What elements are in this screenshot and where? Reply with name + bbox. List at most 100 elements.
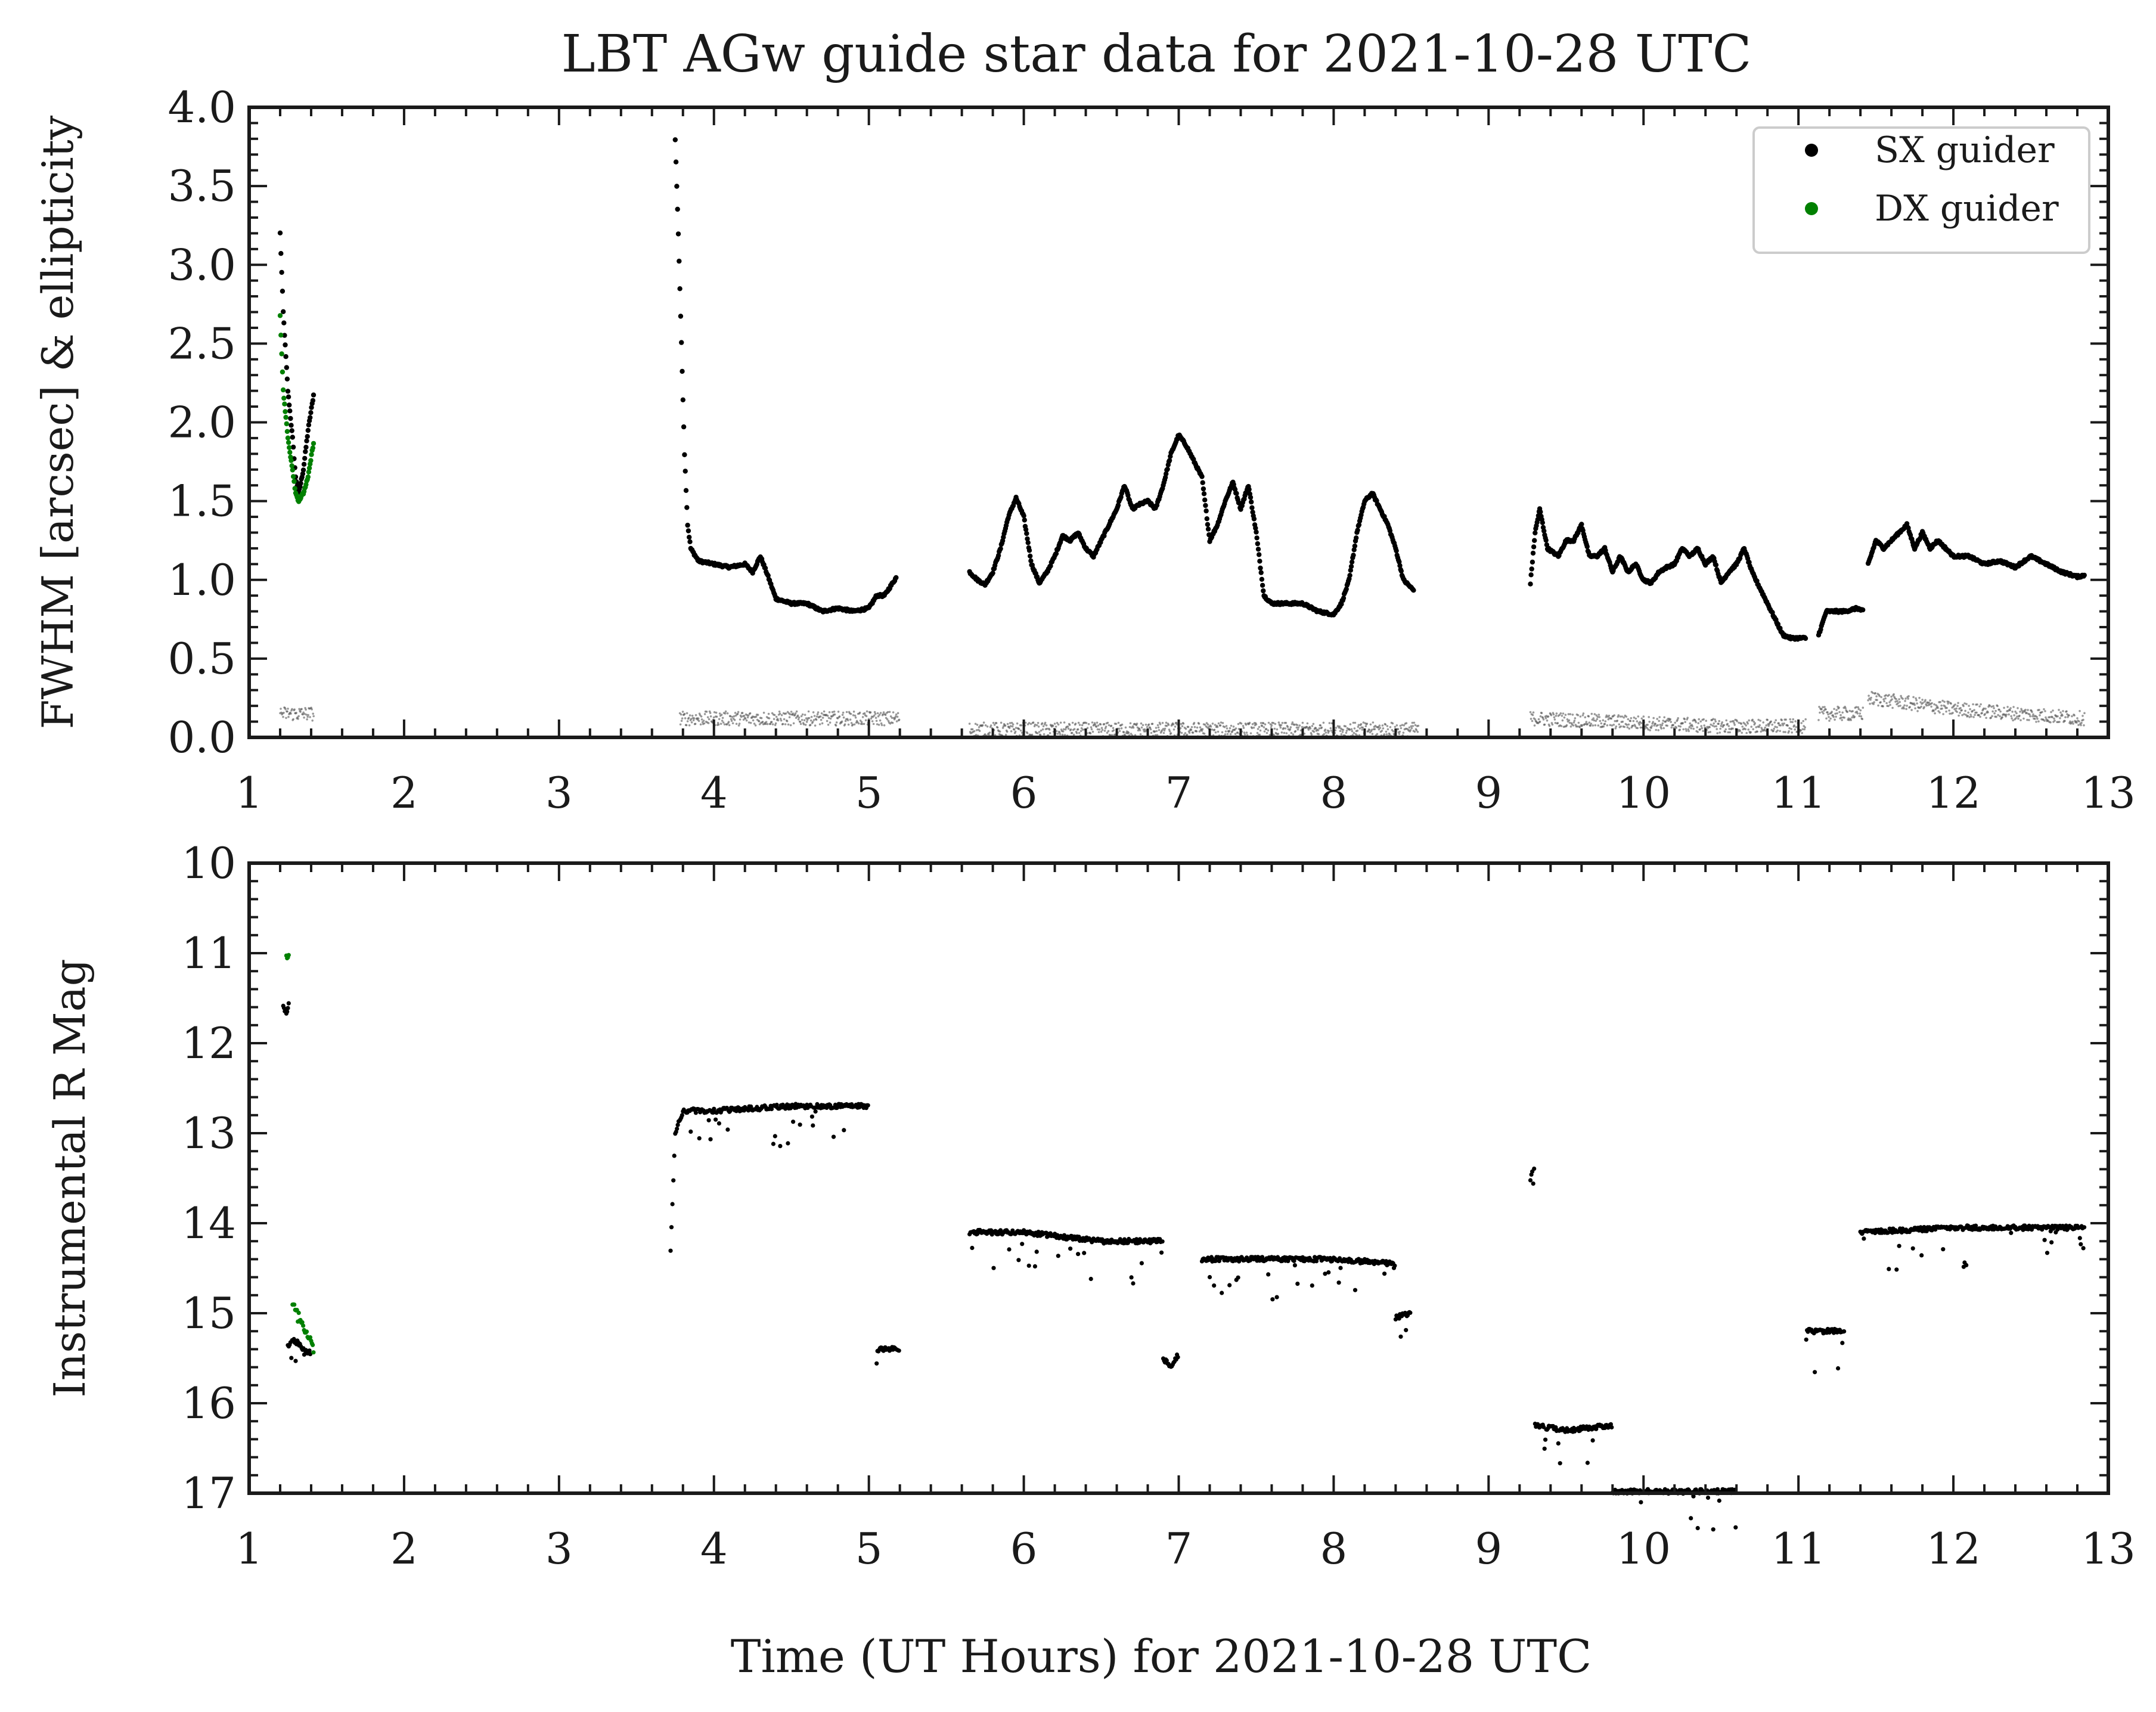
data-point <box>766 722 769 725</box>
data-point <box>1627 718 1630 721</box>
data-point <box>1593 713 1596 715</box>
data-point <box>1312 722 1315 725</box>
data-point <box>1023 527 1029 532</box>
data-point <box>1846 711 1848 714</box>
data-point <box>993 724 996 726</box>
data-point <box>1592 717 1595 719</box>
data-point <box>1666 724 1668 727</box>
data-point <box>305 474 311 480</box>
data-point <box>1320 726 1323 729</box>
data-point <box>1202 497 1208 503</box>
data-point <box>1385 730 1388 733</box>
data-point <box>1008 727 1011 729</box>
data-point <box>1199 726 1202 728</box>
data-point <box>876 712 879 715</box>
data-point <box>1056 1254 1060 1258</box>
data-point <box>1381 730 1383 732</box>
data-point <box>1335 727 1338 729</box>
data-point <box>1701 727 1703 730</box>
data-point <box>1397 728 1400 730</box>
data-point <box>1096 721 1099 724</box>
data-point <box>1532 538 1537 543</box>
data-point <box>1716 732 1718 734</box>
data-point <box>1843 717 1845 719</box>
data-point <box>1329 727 1332 730</box>
data-point <box>1803 635 1808 641</box>
data-point <box>786 1141 790 1146</box>
data-point <box>1544 717 1547 719</box>
data-point <box>1394 725 1397 728</box>
data-point <box>871 720 874 722</box>
data-point <box>814 724 817 727</box>
data-point <box>1338 725 1341 728</box>
data-point <box>724 710 727 713</box>
data-point <box>1880 696 1882 699</box>
data-point <box>1921 699 1924 701</box>
data-point <box>1158 729 1161 731</box>
data-point <box>1698 718 1700 721</box>
data-point <box>1716 728 1718 730</box>
data-point <box>1547 715 1550 718</box>
data-point <box>672 137 678 142</box>
data-point <box>1828 719 1831 722</box>
data-point <box>1298 724 1301 727</box>
data-point <box>888 711 891 714</box>
data-point <box>1243 733 1246 736</box>
data-point <box>1392 730 1395 733</box>
data-point <box>1640 722 1643 724</box>
data-point <box>2080 721 2083 724</box>
data-point <box>1976 703 1978 706</box>
data-point <box>1964 709 1966 712</box>
data-point <box>1129 722 1132 725</box>
data-point <box>1987 711 1989 714</box>
data-point <box>1296 728 1299 731</box>
data-point <box>1074 722 1077 725</box>
data-point <box>1045 724 1048 727</box>
data-point <box>683 488 689 493</box>
data-point <box>1317 729 1320 731</box>
data-point <box>1973 709 1975 711</box>
data-point <box>1059 733 1062 736</box>
data-point <box>1317 733 1320 736</box>
data-point <box>1339 730 1342 733</box>
data-point <box>804 724 807 726</box>
data-point <box>685 522 690 528</box>
data-point <box>286 1006 290 1010</box>
data-point <box>1957 702 1959 705</box>
data-point <box>1699 728 1701 731</box>
data-point <box>694 722 697 725</box>
data-point <box>1089 732 1092 735</box>
data-point <box>1970 715 1972 718</box>
data-point <box>684 717 687 719</box>
data-point <box>1149 728 1152 731</box>
data-point <box>1270 1297 1275 1302</box>
data-point <box>281 395 287 401</box>
data-point <box>986 725 989 728</box>
data-point <box>1658 716 1661 718</box>
data-point <box>1582 712 1585 715</box>
data-point <box>1804 726 1806 728</box>
data-point <box>1897 705 1900 708</box>
data-point <box>300 467 306 473</box>
data-point <box>1974 714 1976 717</box>
data-point <box>1139 1261 1144 1266</box>
data-point <box>718 718 721 721</box>
data-point <box>1696 731 1699 733</box>
data-point <box>835 721 838 724</box>
data-point <box>1697 722 1699 724</box>
data-point <box>1313 730 1316 733</box>
data-point <box>1376 733 1379 736</box>
data-point <box>1347 573 1352 578</box>
data-point <box>1858 715 1861 717</box>
data-point <box>1379 727 1382 729</box>
data-point <box>863 722 865 725</box>
ellipticity-series <box>279 691 2086 738</box>
data-point <box>1882 705 1884 708</box>
data-point <box>1562 712 1565 715</box>
data-point <box>1025 540 1031 545</box>
data-point <box>1802 719 1804 722</box>
data-point <box>829 721 832 724</box>
data-point <box>1776 729 1779 732</box>
data-point <box>680 368 685 374</box>
data-point <box>1251 723 1254 725</box>
